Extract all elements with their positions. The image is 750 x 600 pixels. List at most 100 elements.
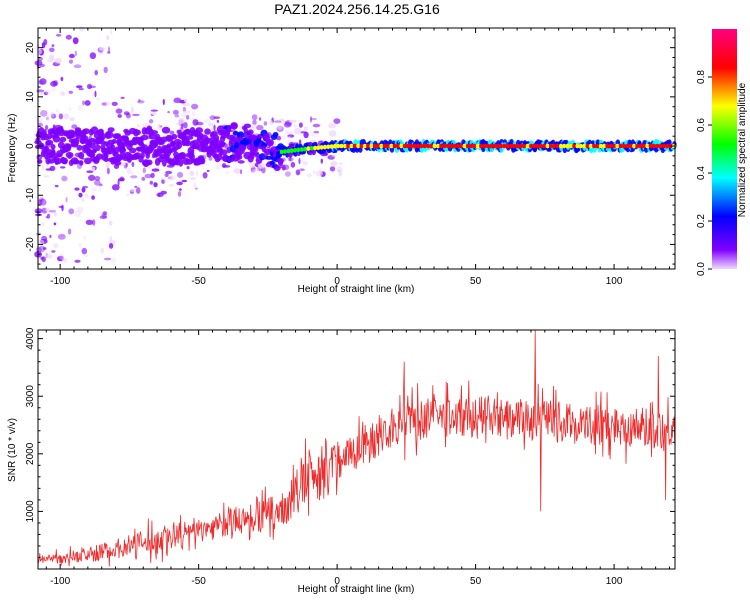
- spectral-core-blob: [369, 143, 374, 149]
- spectral-noise-blob: [203, 118, 211, 124]
- spectral-noise-blob: [310, 117, 318, 121]
- snr-panel: -100 -50 0 50 100 1000 2000 3000 4000 Height of…: [7, 327, 676, 595]
- spectral-noise-blob: [125, 162, 129, 167]
- spectral-noise-blob: [181, 179, 188, 183]
- spectral-noise-blob: [38, 239, 45, 245]
- spectral-core-blob: [642, 143, 646, 149]
- spectral-noise-blob: [202, 172, 208, 179]
- spectrogram-y-axis: -20 -10 0 10 20: [25, 27, 675, 265]
- spectral-noise-blob: [208, 156, 213, 161]
- spectral-noise-blob: [94, 176, 101, 181]
- spectral-core-blob: [296, 147, 301, 153]
- spectral-noise-blob: [225, 171, 230, 174]
- spectral-noise-blob: [42, 247, 47, 250]
- spectral-noise-blob: [157, 123, 161, 130]
- spectral-core-blob: [396, 143, 400, 149]
- spectral-noise-blob: [38, 245, 46, 253]
- spectral-noise-blob: [313, 130, 320, 134]
- x-tick-label: 0: [334, 576, 340, 587]
- spectral-core-blob: [472, 143, 477, 149]
- spectral-noise-blob: [99, 47, 106, 51]
- spectral-noise-blob: [138, 98, 141, 103]
- spectral-noise-blob: [58, 205, 64, 208]
- spectral-core-blob: [399, 143, 404, 149]
- spectral-core-blob: [622, 143, 626, 149]
- spectral-noise-blob: [102, 211, 108, 216]
- spectral-band-blob: [120, 146, 126, 153]
- spectral-band-blob: [50, 148, 56, 156]
- spectral-noise-blob: [34, 208, 43, 214]
- y-tick-label: 3000: [25, 385, 36, 408]
- spectral-noise-blob: [53, 80, 59, 86]
- spectral-core-blob: [482, 143, 487, 149]
- spectral-band-blob: [184, 140, 191, 147]
- snr-x-axis: -100 -50 0 50 100: [45, 330, 670, 587]
- spectral-band-blob: [140, 134, 149, 141]
- spectral-noise-blob: [169, 175, 176, 181]
- spectral-band-blob: [73, 138, 79, 143]
- spectral-noise-blob: [77, 104, 84, 112]
- spectral-noise-blob: [134, 185, 138, 188]
- spectral-band-blob: [212, 134, 220, 142]
- spectral-noise-blob: [164, 173, 169, 177]
- spectral-noise-blob: [327, 155, 336, 160]
- spectral-core-blob: [575, 143, 580, 149]
- spectral-noise-blob: [74, 50, 78, 57]
- spectral-band-blob: [111, 138, 117, 144]
- spectral-noise-blob: [62, 257, 65, 262]
- spectral-noise-blob: [103, 257, 112, 261]
- spectral-noise-blob: [298, 122, 303, 128]
- spectral-core-blob: [588, 143, 593, 149]
- spectral-core-blob: [515, 143, 520, 149]
- spectral-core-blob: [532, 143, 537, 149]
- spectral-noise-blob: [45, 254, 53, 259]
- spectral-noise-blob: [38, 199, 43, 206]
- spectral-band-blob: [140, 152, 145, 159]
- spectral-core-blob: [432, 143, 437, 149]
- spectral-noise-blob: [120, 96, 125, 99]
- spectral-noise-blob: [281, 164, 286, 171]
- spectral-band-blob: [78, 151, 85, 160]
- spectral-noise-blob: [214, 163, 222, 170]
- spectral-noise-blob: [108, 46, 110, 54]
- spectral-noise-blob: [110, 28, 113, 35]
- spectral-core-blob: [309, 146, 314, 151]
- spectral-noise-blob: [78, 242, 82, 249]
- spectral-noise-blob: [186, 166, 190, 170]
- spectral-band-blob: [205, 137, 210, 145]
- spectral-core-blob: [372, 143, 377, 149]
- spectral-noise-blob: [221, 163, 227, 168]
- spectral-band-blob: [134, 129, 141, 136]
- spectral-noise-blob: [284, 171, 291, 177]
- spectral-noise-blob: [63, 113, 70, 120]
- spectral-core-blob: [279, 149, 284, 155]
- spectral-noise-blob: [298, 157, 301, 165]
- spectral-noise-blob: [177, 171, 184, 178]
- spectral-core-blob: [665, 143, 670, 149]
- spectral-noise-blob: [328, 123, 336, 129]
- spectral-noise-blob: [37, 196, 42, 200]
- spectral-core-blob: [652, 143, 656, 149]
- spectral-core-blob: [465, 143, 470, 149]
- spectral-noise-blob: [294, 127, 302, 135]
- spectral-noise-blob: [35, 163, 44, 167]
- spectral-core-blob: [558, 143, 563, 149]
- spectral-band-blob: [254, 153, 260, 158]
- spectral-core-blob: [422, 143, 427, 149]
- spectral-noise-blob: [81, 187, 86, 193]
- spectral-noise-blob: [92, 92, 95, 98]
- spectral-noise-blob: [295, 169, 301, 176]
- spectral-core-blob: [638, 143, 643, 149]
- spectral-noise-blob: [68, 90, 74, 94]
- spectral-band-blob: [148, 133, 157, 140]
- spectral-noise-blob: [290, 161, 296, 168]
- spectral-band-blob: [219, 141, 226, 146]
- spectral-noise-blob: [252, 119, 257, 125]
- spectral-noise-blob: [299, 131, 307, 134]
- spectral-band-blob: [278, 160, 284, 167]
- spectral-noise-blob: [189, 177, 196, 180]
- spectral-noise-blob: [82, 100, 85, 106]
- spectral-band-blob: [53, 157, 62, 165]
- spectral-noise-blob: [333, 118, 341, 124]
- spectral-noise-blob: [310, 132, 316, 137]
